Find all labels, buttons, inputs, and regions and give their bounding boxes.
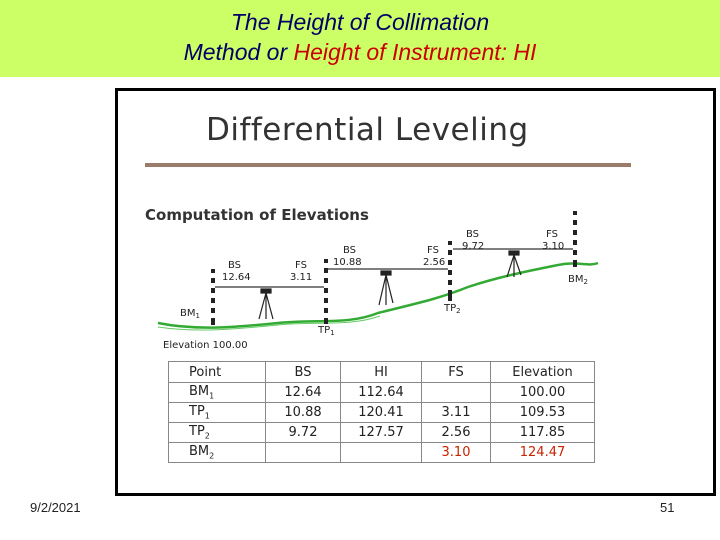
cell-point: TP2 [168,422,266,443]
fs2-value: 2.56 [423,257,445,268]
bs3-label: BS [466,229,479,240]
elevation-label: Elevation 100.00 [163,340,248,351]
fs2-label: FS [427,245,439,256]
level-instrument-1 [258,288,274,320]
fs1-label: FS [295,260,307,271]
fs3-label: FS [546,229,558,240]
cell-hi [340,442,422,463]
cell-hi: 127.57 [340,422,422,443]
header-elevation: Elevation [490,361,595,383]
cell-point: BM2 [168,442,266,463]
cell-bs: 10.88 [265,402,341,423]
table-row: TP1 10.88 120.41 3.11 109.53 [168,402,595,423]
table-row: BM1 12.64 112.64 100.00 [168,382,595,403]
rod-bm2 [573,211,577,267]
rod-tp2 [448,241,452,301]
title-highlight: Height of Instrument: HI [293,39,537,65]
title-band: The Height of Collimation Method or Heig… [0,0,720,77]
cell-fs [421,382,491,403]
cell-bs: 12.64 [265,382,341,403]
header-fs: FS [421,361,491,383]
fs3-value: 3.10 [542,241,564,252]
slide-title-line2: Method or Height of Instrument: HI [0,37,720,67]
heading-rule [145,163,631,167]
cell-bs [265,442,341,463]
bs1-value: 12.64 [222,272,251,283]
cell-elevation: 117.85 [490,422,595,443]
tp1-label: TP1 [317,325,335,337]
table-header-row: Point BS HI FS Elevation [168,361,595,383]
cell-elevation: 124.47 [490,442,595,463]
level-instrument-2 [378,270,394,306]
tp2-label: TP2 [443,303,461,315]
header-hi: HI [340,361,422,383]
rod-bm1 [211,269,215,325]
bm2-label: BM2 [568,274,588,286]
figure-frame: Differential Leveling Computation of Ele… [115,88,716,496]
bm1-label: BM1 [180,308,200,320]
computation-table: Point BS HI FS Elevation BM1 12.64 112.6… [168,361,595,463]
slide-title-line1: The Height of Collimation [230,9,490,35]
fs1-value: 3.11 [290,272,312,283]
cell-fs: 3.10 [421,442,491,463]
rod-tp1 [324,259,328,324]
leveling-diagram: BS 12.64 FS 3.11 BS 10.88 FS 2.56 BS 9.7… [157,211,599,351]
title-prefix: Method or [183,39,294,65]
bs3-value: 9.72 [462,241,484,252]
level-instrument-3 [506,250,522,278]
table-row: BM2 3.10 124.47 [168,442,595,463]
cell-elevation: 100.00 [490,382,595,403]
ground-profile [157,261,599,329]
table-row: TP2 9.72 127.57 2.56 117.85 [168,422,595,443]
cell-bs: 9.72 [265,422,341,443]
header-point: Point [168,361,266,383]
header-bs: BS [265,361,341,383]
cell-point: BM1 [168,382,266,403]
cell-elevation: 109.53 [490,402,595,423]
cell-hi: 112.64 [340,382,422,403]
cell-fs: 3.11 [421,402,491,423]
footer-date: 9/2/2021 [30,500,81,515]
figure-heading: Differential Leveling [206,112,529,148]
bs2-value: 10.88 [333,257,362,268]
page-number: 51 [660,500,675,515]
cell-point: TP1 [168,402,266,423]
cell-hi: 120.41 [340,402,422,423]
bs2-label: BS [343,245,356,256]
cell-fs: 2.56 [421,422,491,443]
bs1-label: BS [228,260,241,271]
figure-subheading: Computation of Elevations [145,206,369,224]
